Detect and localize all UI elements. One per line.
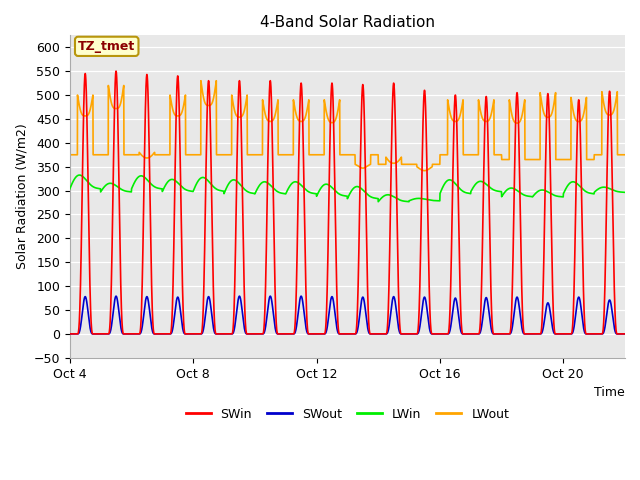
Title: 4-Band Solar Radiation: 4-Band Solar Radiation xyxy=(260,15,435,30)
Text: TZ_tmet: TZ_tmet xyxy=(78,40,135,53)
Y-axis label: Solar Radiation (W/m2): Solar Radiation (W/m2) xyxy=(15,124,28,269)
X-axis label: Time: Time xyxy=(595,386,625,399)
Legend: SWin, SWout, LWin, LWout: SWin, SWout, LWin, LWout xyxy=(180,403,515,426)
